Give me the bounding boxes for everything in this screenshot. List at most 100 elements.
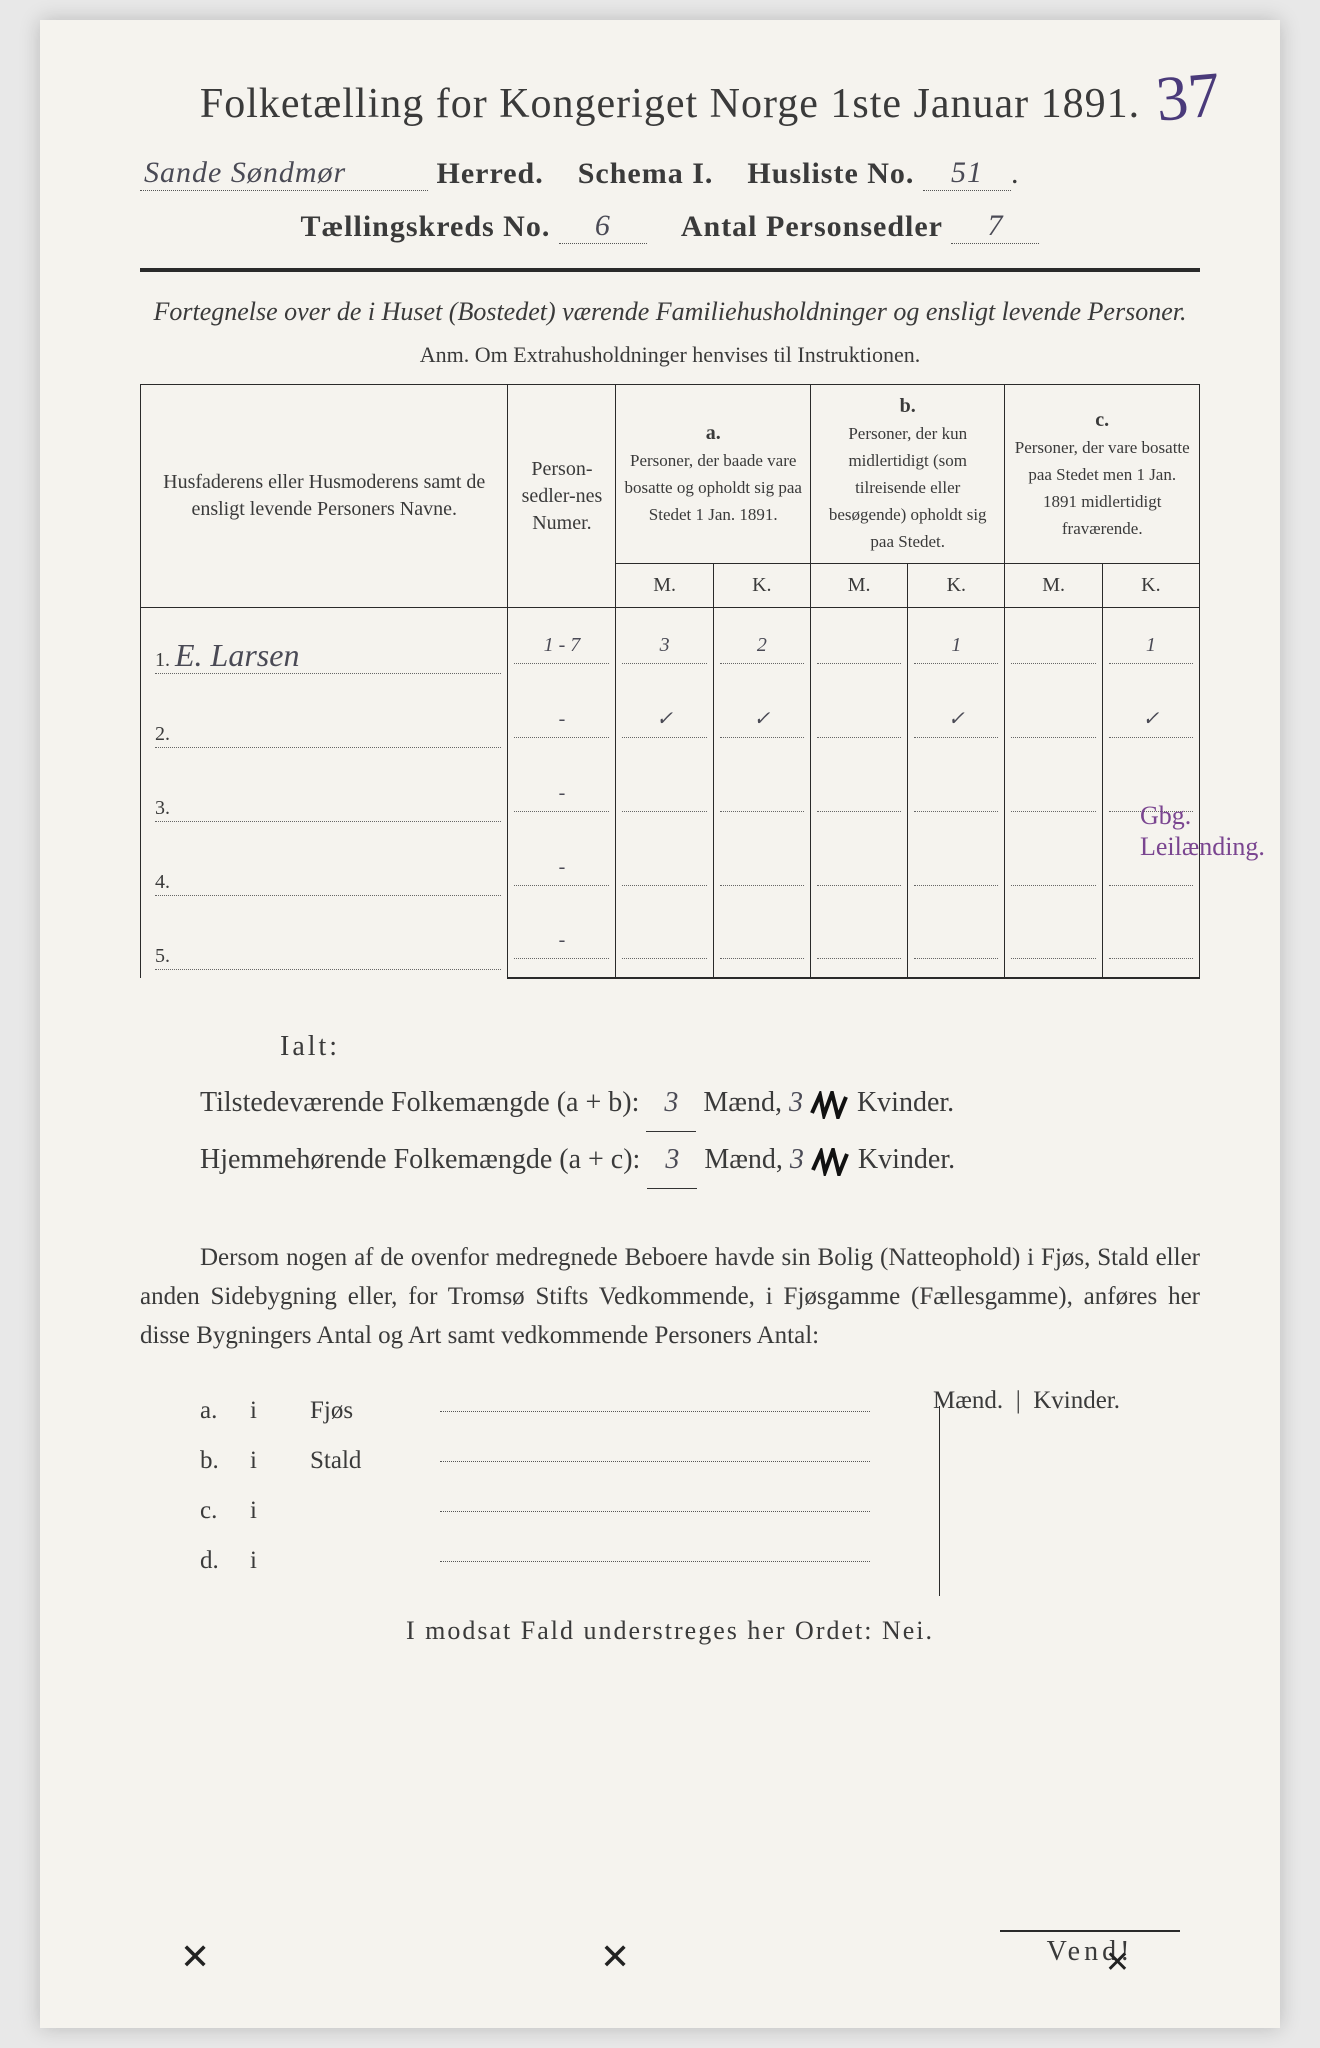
row-number: 2.: [141, 682, 508, 756]
row-number: 4.: [141, 830, 508, 904]
cell-c-m: [1005, 830, 1102, 904]
th-c-k: K.: [1102, 564, 1199, 608]
hjemme-label: Hjemmehørende Folkemængde (a + c):: [200, 1132, 640, 1188]
totals-block: Ialt: Tilstedeværende Folkemængde (a + b…: [140, 1019, 1200, 1189]
sidelist-label: Fjøs: [310, 1386, 430, 1436]
herred-handwritten: Sande Søndmør: [140, 156, 428, 191]
sidelist-row: b.iStald: [200, 1436, 1200, 1486]
th-a: a. Personer, der baade vare bosatte og o…: [616, 385, 811, 564]
sidelist-i: i: [250, 1536, 310, 1586]
th-c-m: M.: [1005, 564, 1102, 608]
sidelist-row: d.i: [200, 1536, 1200, 1586]
sidelist-tag: d.: [200, 1536, 250, 1586]
cell-c-m: [1005, 756, 1102, 830]
th-a-m: M.: [616, 564, 713, 608]
antal-number: 7: [951, 209, 1039, 244]
cell-c-k: [1102, 904, 1199, 978]
th-numer: Person-sedler-nes Numer.: [508, 385, 616, 608]
scribble-icon-2: [811, 1148, 851, 1176]
maend-label-2: Mænd,: [704, 1144, 783, 1175]
cell-c-m: [1005, 682, 1102, 756]
maend-label-1: Mænd,: [703, 1087, 782, 1118]
table-row: 1. E. Larsen1 - 732 1 1: [141, 608, 1200, 683]
kvinder-label-2: Kvinder.: [858, 1144, 955, 1175]
table-row: 2. -✓✓✓✓: [141, 682, 1200, 756]
tilstede-m: 3: [646, 1075, 696, 1132]
dotted-line: [440, 1407, 870, 1412]
vend-label: Vend!: [1000, 1930, 1180, 1968]
cell-numer: 1 - 7: [508, 608, 616, 683]
th-b-k: K.: [908, 564, 1005, 608]
sidelist-tag: a.: [200, 1386, 250, 1436]
form-title: Folketælling for Kongeriget Norge 1ste J…: [140, 80, 1200, 128]
kreds-label: Tællingskreds No.: [301, 210, 551, 243]
scribble-icon: [810, 1091, 850, 1119]
sidelist-i: i: [250, 1436, 310, 1486]
cell-c-k: 1: [1102, 608, 1199, 683]
vertical-divider: [939, 1406, 940, 1596]
header-line-2: Sande Søndmør Herred. Schema I. Husliste…: [140, 156, 1200, 191]
cell-numer: -: [508, 830, 616, 904]
husliste-label: Husliste No.: [747, 157, 914, 190]
hjemme-k: 3: [790, 1144, 804, 1175]
anm-note: Anm. Om Extrahusholdninger henvises til …: [140, 342, 1200, 368]
sidelist-i: i: [250, 1386, 310, 1436]
cell-a-k: ✓: [713, 682, 810, 756]
explanatory-paragraph: Dersom nogen af de ovenfor medregnede Be…: [140, 1239, 1200, 1355]
cell-b-m: [810, 830, 907, 904]
cell-c-k: ✓: [1102, 682, 1199, 756]
table-row: 4. -: [141, 830, 1200, 904]
cell-numer: -: [508, 682, 616, 756]
kvinder-label-1: Kvinder.: [857, 1087, 954, 1118]
table-row: 3. -: [141, 756, 1200, 830]
cell-c-m: [1005, 904, 1102, 978]
mk-heading: Mænd. | Kvinder.: [933, 1376, 1120, 1426]
sidelist-tag: c.: [200, 1486, 250, 1536]
schema-label: Schema I.: [578, 157, 714, 190]
th-b-m: M.: [810, 564, 907, 608]
husliste-number: 51: [923, 156, 1011, 191]
herred-label: Herred.: [437, 157, 544, 190]
cell-b-k: ✓: [908, 682, 1005, 756]
cell-a-k: [713, 830, 810, 904]
subtitle: Fortegnelse over de i Huset (Bostedet) v…: [140, 294, 1200, 330]
cell-a-m: ✓: [616, 682, 713, 756]
hjemme-m: 3: [647, 1132, 697, 1189]
cell-a-k: [713, 756, 810, 830]
row-number: 1. E. Larsen: [141, 608, 508, 683]
row-number: 3.: [141, 756, 508, 830]
cell-b-k: 1: [908, 608, 1005, 683]
corner-tick-icon: ✕: [600, 1936, 630, 1978]
th-b: b. Personer, der kun midlertidigt (som t…: [810, 385, 1005, 564]
th-a-k: K.: [713, 564, 810, 608]
census-form-page: 3 7 Folketælling for Kongeriget Norge 1st…: [40, 20, 1280, 2028]
cell-numer: -: [508, 904, 616, 978]
nei-line: I modsat Fald understreges her Ordet: Ne…: [140, 1616, 1200, 1646]
cell-a-m: [616, 756, 713, 830]
th-c: c. Personer, der vare bosatte paa Stedet…: [1005, 385, 1200, 564]
sidelist-label: Stald: [310, 1436, 430, 1486]
cell-b-k: [908, 904, 1005, 978]
cell-b-k: [908, 830, 1005, 904]
cell-b-k: [908, 756, 1005, 830]
cell-a-m: 3: [616, 608, 713, 683]
cell-a-m: [616, 904, 713, 978]
table-row: 5. -: [141, 904, 1200, 978]
cell-b-m: [810, 904, 907, 978]
corner-tick-icon: ✕: [1105, 1945, 1130, 1980]
cell-a-k: [713, 904, 810, 978]
cell-b-m: [810, 608, 907, 683]
dotted-line: [440, 1507, 870, 1512]
header-line-3: Tællingskreds No. 6 Antal Personsedler 7: [140, 209, 1200, 244]
sidelist-tag: b.: [200, 1436, 250, 1486]
cell-b-m: [810, 756, 907, 830]
sidelist-row: c.i: [200, 1486, 1200, 1536]
tilstede-label: Tilstedeværende Folkemængde (a + b):: [200, 1075, 639, 1131]
corner-tick-icon: ✕: [180, 1936, 210, 1978]
cell-a-k: 2: [713, 608, 810, 683]
cell-numer: -: [508, 756, 616, 830]
tilstede-k: 3: [789, 1087, 803, 1118]
household-table: Husfaderens eller Husmoderens samt de en…: [140, 384, 1200, 979]
cell-b-m: [810, 682, 907, 756]
divider: [140, 268, 1200, 272]
